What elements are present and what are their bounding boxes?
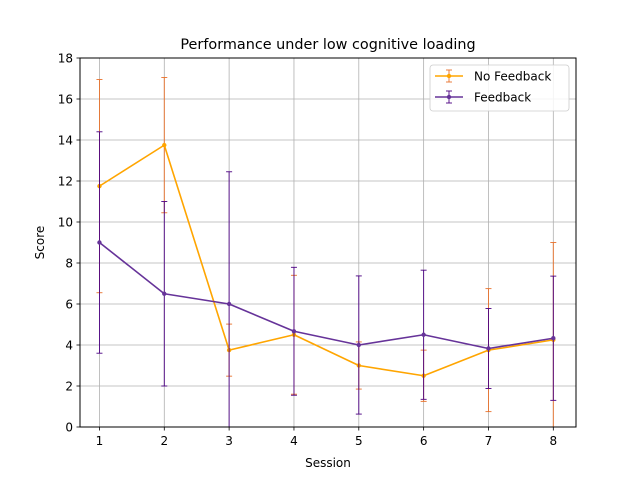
data-point: [226, 301, 232, 307]
data-point: [551, 336, 556, 341]
x-tick-label: 6: [420, 434, 428, 448]
legend-item-feedback: Feedback: [435, 91, 531, 105]
y-tick-label: 18: [58, 52, 73, 66]
data-point: [356, 342, 361, 348]
y-tick-label: 14: [58, 134, 73, 148]
x-tick-label: 5: [355, 434, 363, 448]
data-point: [421, 332, 426, 337]
series-line: [98, 241, 554, 350]
data-point: [162, 142, 167, 148]
x-tick-label: 3: [225, 434, 233, 448]
y-tick-label: 8: [65, 257, 73, 271]
y-tick-label: 4: [65, 339, 73, 353]
x-tick-label: 8: [549, 434, 557, 448]
data-point: [97, 240, 102, 245]
data-point: [291, 329, 297, 334]
y-axis-label: Score: [33, 226, 47, 260]
y-tick-label: 0: [65, 421, 73, 435]
y-tick-label: 6: [65, 298, 73, 312]
x-tick-label: 2: [160, 434, 168, 448]
plot-frame: [79, 57, 577, 428]
legend: No Feedback Feedback: [429, 64, 570, 112]
y-tick-label: 10: [58, 216, 73, 230]
x-tick-label: 4: [290, 434, 298, 448]
chart-title: Performance under low cognitive loading: [180, 37, 475, 53]
y-tick-label: 2: [65, 380, 73, 394]
y-tick-label: 12: [58, 175, 73, 189]
legend-label: Feedback: [474, 91, 531, 105]
legend-marker: [446, 94, 452, 100]
series-line: [99, 144, 554, 377]
plot-series: [96, 77, 557, 427]
x-tick-label: 7: [485, 434, 493, 448]
series-feedback: [96, 131, 557, 427]
x-tick-label: 1: [96, 434, 104, 448]
legend-marker: [446, 73, 452, 79]
y-tick-label: 16: [58, 93, 73, 107]
legend-box: [429, 64, 570, 112]
data-point: [162, 291, 167, 296]
data-point: [486, 346, 491, 351]
legend-label: No Feedback: [474, 70, 551, 84]
legend-item-no-feedback: No Feedback: [435, 70, 551, 84]
x-axis-label: Session: [305, 456, 351, 470]
